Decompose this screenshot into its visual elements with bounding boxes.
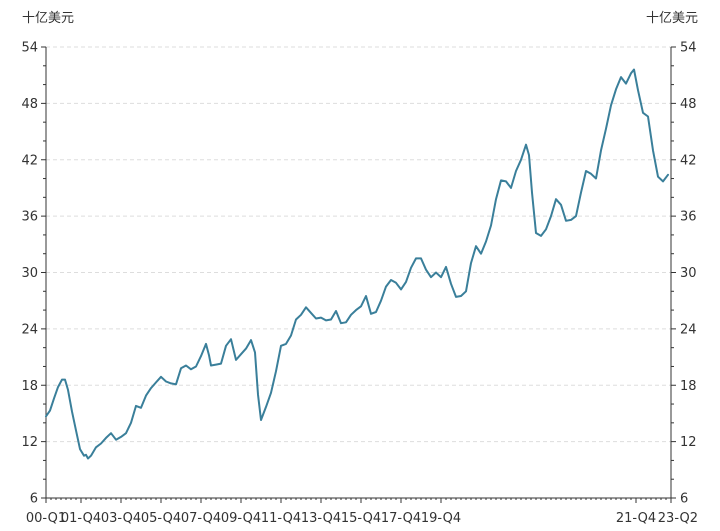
x-tick-label: 11-Q4 (261, 511, 301, 526)
y-tick-label-right: 12 (680, 435, 697, 450)
x-tick-label: 05-Q4 (141, 511, 181, 526)
y-tick-label-left: 30 (21, 266, 38, 281)
y-tick-label-right: 30 (680, 266, 697, 281)
x-tick-label: 17-Q4 (381, 511, 421, 526)
y-tick-label-right: 6 (680, 492, 688, 507)
y-tick-label-left: 48 (21, 97, 38, 112)
x-tick-label: 00-Q1 (26, 511, 66, 526)
y-tick-label-left: 36 (21, 210, 38, 225)
series-line (45, 68, 669, 460)
x-tick-label: 23-Q2 (658, 511, 698, 526)
x-tick-label: 13-Q4 (301, 511, 341, 526)
gridlines (46, 46, 671, 443)
y-tick-label-right: 18 (680, 379, 697, 394)
x-tick-label: 03-Q4 (101, 511, 141, 526)
x-tick-label: 15-Q4 (341, 511, 381, 526)
y-tick-label-left: 18 (21, 379, 38, 394)
y-tick-label-left: 6 (30, 492, 38, 507)
y-tick-label-right: 42 (680, 153, 697, 168)
left-axis-unit: 十亿美元 (22, 11, 74, 26)
left-y-axis: 6 12 18 24 30 36 42 48 54 (21, 41, 46, 507)
y-tick-label-left: 12 (21, 435, 38, 450)
y-tick-label-left: 42 (21, 153, 38, 168)
y-tick-label-right: 24 (680, 322, 697, 337)
y-tick-label-right: 48 (680, 97, 697, 112)
right-axis-unit: 十亿美元 (646, 11, 698, 26)
y-tick-label-right: 36 (680, 210, 697, 225)
x-tick-label: 19-Q4 (421, 511, 461, 526)
y-tick-label-left: 24 (21, 322, 38, 337)
y-tick-label-right: 54 (680, 41, 697, 56)
x-tick-label: 07-Q4 (181, 511, 221, 526)
x-tick-label: 01-Q4 (61, 511, 101, 526)
y-tick-label-left: 54 (21, 41, 38, 56)
x-tick-label: 09-Q4 (221, 511, 261, 526)
x-tick-label: 21-Q4 (616, 511, 656, 526)
right-y-axis: 6 12 18 24 30 36 42 48 54 (671, 41, 697, 507)
